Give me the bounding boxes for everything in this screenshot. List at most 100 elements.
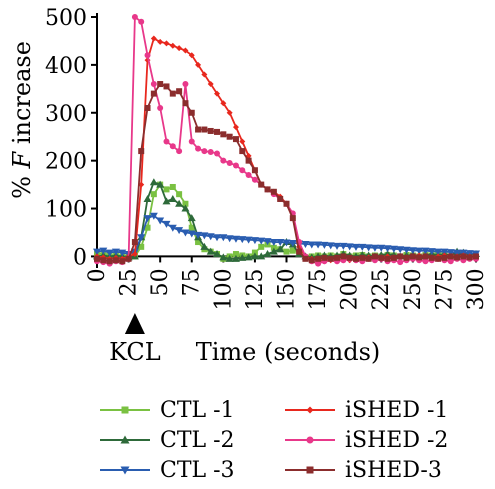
legend-label: CTL -3 [160, 458, 235, 483]
data-point [220, 100, 227, 107]
y-ticks: 0 100 200 300 400 500 [45, 6, 97, 270]
data-point [200, 242, 209, 250]
legend-item: CTL -3 [100, 458, 235, 483]
data-point [453, 249, 462, 257]
data-point [416, 254, 423, 261]
data-point [333, 242, 342, 250]
data-point [219, 234, 228, 242]
data-point [269, 247, 278, 255]
data-point [156, 180, 165, 188]
data-point [315, 255, 322, 262]
data-point [283, 200, 290, 207]
data-point [220, 131, 227, 138]
y-tick-label: 400 [45, 54, 87, 79]
x-ticks: 0 25 50 75 100 125 150 175 200 225 250 275 300 [85, 256, 489, 310]
y-tick-label: 200 [45, 150, 87, 175]
data-point [282, 239, 291, 247]
data-point [181, 204, 190, 212]
data-point [308, 257, 315, 264]
data-point [389, 245, 398, 253]
data-point [188, 224, 195, 231]
data-point [245, 157, 252, 164]
data-point [422, 258, 429, 265]
data-point [195, 126, 202, 133]
data-point [321, 254, 328, 261]
data-point [239, 138, 246, 145]
data-point [384, 255, 391, 262]
data-point [163, 83, 170, 90]
data-point [225, 254, 234, 262]
data-point [150, 90, 157, 97]
data-point [207, 149, 214, 156]
y-axis-label: % F increase [8, 41, 36, 199]
data-point [187, 230, 196, 238]
data-point [231, 254, 240, 262]
data-point [269, 239, 278, 247]
data-point [307, 241, 316, 249]
data-point [258, 243, 265, 250]
data-point [289, 215, 296, 222]
data-point [326, 242, 335, 250]
data-point [106, 258, 113, 265]
data-point [105, 249, 114, 257]
data-point [251, 176, 258, 183]
data-point [454, 254, 461, 261]
data-point [245, 172, 252, 179]
data-point [176, 45, 183, 52]
data-point [408, 247, 417, 255]
legend-marker [306, 436, 314, 444]
x-tick-label: 50 [148, 268, 173, 296]
data-point [264, 186, 271, 193]
x-tick-label: 125 [243, 268, 268, 310]
legend-label: CTL -2 [160, 428, 235, 453]
data-point [168, 224, 177, 232]
legend-marker [121, 406, 129, 414]
data-point [427, 248, 436, 256]
data-point [163, 138, 170, 145]
data-point [396, 246, 405, 254]
data-point [213, 250, 222, 258]
data-point [232, 136, 239, 143]
y-tick-label: 300 [45, 102, 87, 127]
data-point [403, 254, 410, 261]
data-point [93, 248, 101, 256]
data-point [345, 243, 354, 251]
legend-item: iSHED -2 [285, 428, 448, 453]
data-point [244, 236, 253, 244]
series-group [93, 14, 480, 267]
data-point [157, 104, 164, 111]
data-point [421, 247, 430, 255]
data-point [397, 259, 404, 266]
series-line [96, 83, 477, 263]
data-point [143, 194, 152, 202]
data-point [225, 235, 234, 243]
x-tick-label: 25 [117, 268, 142, 296]
data-point [94, 255, 100, 262]
data-point [176, 88, 183, 95]
data-point [144, 224, 151, 231]
data-point [238, 236, 247, 244]
data-point [276, 239, 285, 247]
data-point [194, 231, 203, 239]
y-tick-label: 500 [45, 6, 87, 31]
data-point [201, 148, 208, 155]
data-point [346, 254, 353, 261]
data-point [138, 148, 145, 155]
axes [96, 13, 476, 268]
x-tick-label: 0 [85, 268, 110, 282]
data-point [226, 160, 233, 167]
data-point [226, 133, 233, 140]
data-point [447, 253, 454, 260]
data-point [206, 247, 215, 255]
data-point [150, 191, 157, 198]
data-point [296, 248, 303, 255]
data-point [125, 255, 132, 262]
data-point [156, 217, 165, 225]
data-point [302, 255, 309, 262]
data-point [175, 199, 184, 207]
data-point [352, 255, 359, 262]
data-point [169, 42, 176, 49]
data-point [283, 248, 290, 255]
legend-marker [306, 406, 314, 414]
